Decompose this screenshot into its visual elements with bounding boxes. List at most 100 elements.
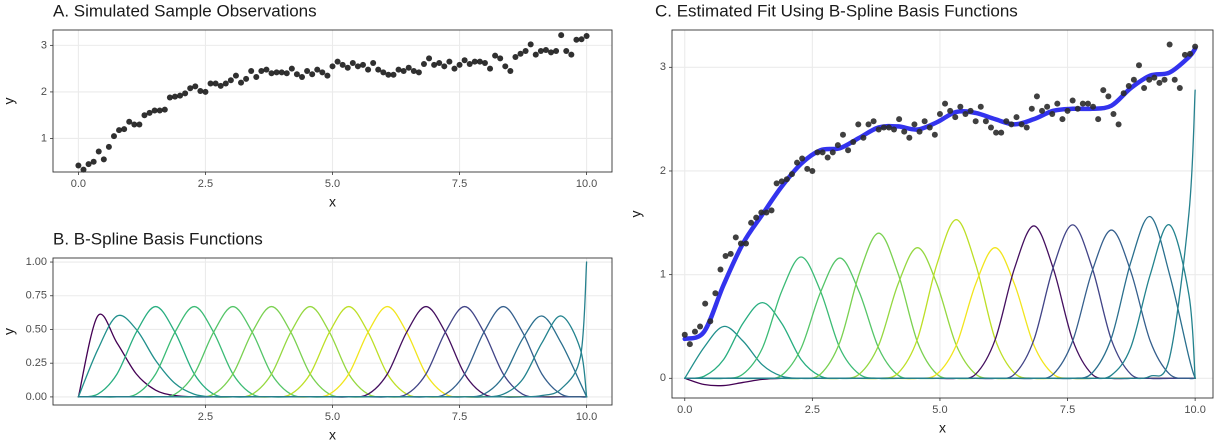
y-axis-label: y xyxy=(628,211,644,218)
point xyxy=(359,61,366,68)
point xyxy=(90,158,97,165)
point xyxy=(758,209,765,216)
point xyxy=(1059,116,1066,123)
point xyxy=(446,58,453,65)
point xyxy=(957,103,964,110)
point xyxy=(722,252,729,259)
point xyxy=(105,143,112,150)
point xyxy=(415,69,422,76)
point xyxy=(911,121,918,128)
point xyxy=(1079,100,1086,107)
point xyxy=(293,71,300,78)
point xyxy=(931,131,938,138)
point xyxy=(702,300,709,307)
point xyxy=(212,80,219,87)
x-tick-label: 10.0 xyxy=(1184,404,1205,416)
point xyxy=(126,118,133,125)
point xyxy=(80,166,87,173)
point xyxy=(1033,93,1040,100)
plot-area xyxy=(681,41,1199,387)
x-tick-label: 2.5 xyxy=(805,404,820,416)
point xyxy=(952,114,959,121)
point xyxy=(121,126,128,133)
y-axis-label: y xyxy=(1,328,17,335)
point xyxy=(497,55,504,62)
point xyxy=(743,240,750,247)
point xyxy=(855,121,862,128)
point xyxy=(243,75,250,82)
point xyxy=(187,85,194,92)
point xyxy=(532,51,539,58)
point xyxy=(542,47,549,54)
point xyxy=(151,107,158,114)
point xyxy=(1054,100,1061,107)
point xyxy=(1008,121,1015,128)
point xyxy=(370,60,377,67)
point xyxy=(268,70,275,77)
point xyxy=(717,266,724,273)
point xyxy=(982,118,989,125)
point xyxy=(537,47,544,54)
y-tick-label: 3 xyxy=(41,39,47,51)
x-tick-label: 0.0 xyxy=(71,178,86,190)
point xyxy=(891,126,898,133)
point xyxy=(707,318,714,325)
point xyxy=(502,63,509,70)
point xyxy=(487,65,494,72)
point xyxy=(385,71,392,78)
point xyxy=(253,74,260,81)
point xyxy=(1028,105,1035,112)
point xyxy=(697,323,704,330)
point xyxy=(166,94,173,101)
line xyxy=(682,46,1198,342)
point xyxy=(845,147,852,154)
point xyxy=(768,207,775,214)
point xyxy=(238,79,245,86)
point xyxy=(319,69,326,76)
point xyxy=(232,72,239,79)
point xyxy=(1095,116,1102,123)
point xyxy=(283,70,290,77)
x-tick-label: 5.0 xyxy=(932,404,947,416)
x-tick-label: 10.0 xyxy=(576,411,597,423)
point xyxy=(380,69,387,76)
point xyxy=(75,162,82,169)
point xyxy=(365,66,372,73)
point xyxy=(763,209,770,216)
point xyxy=(681,331,688,338)
point xyxy=(304,67,311,74)
point xyxy=(375,66,382,73)
plot-area xyxy=(75,32,590,173)
point xyxy=(410,67,417,74)
point xyxy=(1135,62,1142,69)
point xyxy=(390,71,397,78)
point xyxy=(273,69,280,76)
point xyxy=(563,47,570,54)
point xyxy=(834,142,841,149)
point xyxy=(1013,114,1020,121)
point xyxy=(207,80,214,87)
y-tick-label: 0.50 xyxy=(26,323,47,335)
line xyxy=(77,261,588,398)
point xyxy=(100,156,107,163)
point xyxy=(512,54,519,61)
panel-border xyxy=(671,29,1214,399)
y-tick-label: 0 xyxy=(660,372,666,384)
point xyxy=(431,61,438,68)
x-tick-label: 5.0 xyxy=(325,411,340,423)
point xyxy=(344,64,351,71)
x-tick-label: 7.5 xyxy=(452,178,467,190)
point xyxy=(573,36,580,43)
point xyxy=(288,65,295,72)
point xyxy=(177,92,184,99)
y-tick-label: 0.25 xyxy=(26,357,47,369)
point xyxy=(1115,121,1122,128)
point xyxy=(558,32,565,39)
y-tick-label: 2 xyxy=(41,86,47,98)
point xyxy=(217,82,224,89)
point xyxy=(962,110,969,117)
point xyxy=(727,250,734,257)
point xyxy=(420,60,427,67)
point xyxy=(1100,87,1107,94)
